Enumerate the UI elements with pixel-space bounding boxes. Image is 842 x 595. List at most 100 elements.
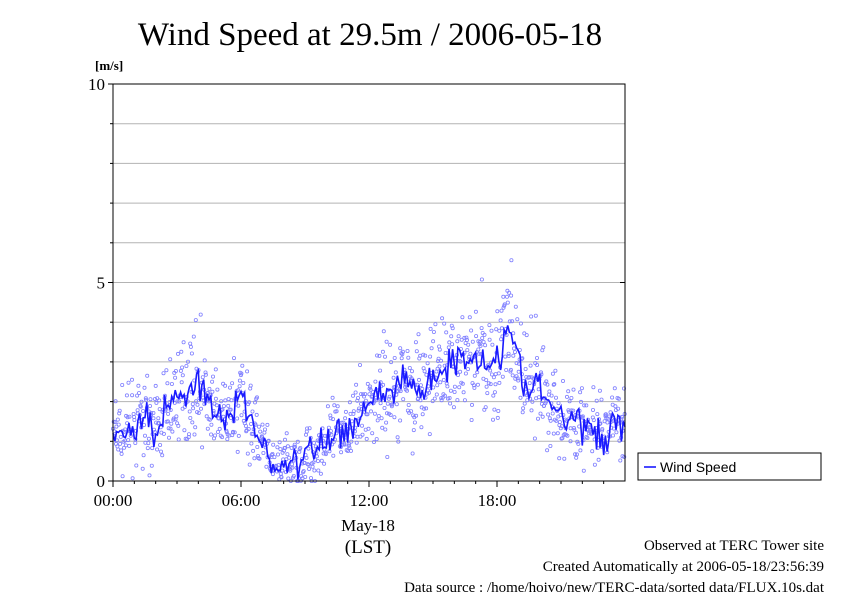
data-point — [457, 385, 462, 390]
data-point — [610, 395, 615, 400]
data-point — [460, 381, 465, 386]
data-point — [246, 426, 251, 431]
data-point — [118, 441, 123, 446]
data-point — [360, 432, 365, 437]
data-point — [448, 401, 453, 406]
data-point — [138, 404, 143, 409]
data-point — [422, 406, 427, 411]
data-point — [332, 403, 337, 408]
data-point — [262, 430, 267, 435]
data-point — [252, 456, 257, 461]
data-point — [363, 398, 368, 403]
data-point — [275, 445, 280, 450]
data-point — [243, 423, 248, 428]
data-point — [468, 351, 473, 356]
data-point — [554, 418, 559, 423]
data-point — [193, 425, 198, 430]
data-point — [603, 412, 608, 417]
data-point — [311, 440, 316, 445]
data-point — [231, 356, 236, 361]
data-point — [257, 456, 262, 461]
data-point — [574, 455, 579, 460]
data-point — [154, 400, 159, 405]
data-point — [365, 412, 370, 417]
data-point — [608, 410, 613, 415]
data-point — [572, 427, 577, 432]
data-point — [571, 387, 576, 392]
data-point — [438, 358, 443, 363]
data-point — [298, 445, 303, 450]
data-point — [605, 420, 610, 425]
data-point — [433, 322, 438, 327]
data-point — [140, 466, 145, 471]
data-point — [447, 340, 452, 345]
data-point — [146, 441, 151, 446]
y-tick-label: 0 — [97, 472, 106, 491]
data-point — [270, 451, 275, 456]
data-point — [161, 371, 166, 376]
data-point — [151, 410, 156, 415]
data-point — [555, 431, 560, 436]
data-point — [239, 413, 244, 418]
data-point — [176, 423, 181, 428]
data-point — [374, 437, 379, 442]
data-point — [469, 402, 474, 407]
data-point — [357, 362, 362, 367]
data-point — [472, 373, 477, 378]
data-point — [505, 300, 510, 305]
data-point — [152, 396, 157, 401]
data-point — [343, 409, 348, 414]
data-point — [295, 439, 300, 444]
data-point — [580, 414, 585, 419]
y-axis-unit-label: [m/s] — [95, 58, 123, 73]
data-point — [400, 349, 405, 354]
y-tick-label: 5 — [97, 274, 106, 293]
data-point — [173, 368, 178, 373]
data-point — [398, 346, 403, 351]
data-point — [315, 459, 320, 464]
data-point — [423, 353, 428, 358]
data-point — [282, 437, 287, 442]
data-point — [513, 304, 518, 309]
data-point — [292, 444, 297, 449]
data-point — [232, 430, 237, 435]
data-point — [418, 398, 423, 403]
data-point — [458, 359, 463, 364]
data-point — [198, 406, 203, 411]
data-point — [223, 398, 228, 403]
data-point — [489, 328, 494, 333]
data-point — [497, 328, 502, 333]
data-point — [191, 334, 196, 339]
data-point — [291, 473, 296, 478]
data-point — [461, 390, 466, 395]
data-point — [175, 399, 180, 404]
data-point — [272, 455, 277, 460]
data-point — [326, 425, 331, 430]
data-point — [499, 308, 504, 313]
data-point — [567, 399, 572, 404]
data-point — [365, 381, 370, 386]
data-point — [278, 447, 283, 452]
data-point — [364, 436, 369, 441]
data-point — [158, 442, 163, 447]
x-axis-date-label: May-18 — [341, 516, 395, 535]
data-point — [367, 392, 372, 397]
data-point — [384, 411, 389, 416]
data-point — [166, 426, 171, 431]
data-point — [343, 416, 348, 421]
data-point — [124, 393, 129, 398]
data-point — [532, 436, 537, 441]
data-point — [536, 387, 541, 392]
data-point — [562, 456, 567, 461]
data-point — [239, 371, 244, 376]
data-point — [450, 326, 455, 331]
data-point — [310, 464, 315, 469]
data-point — [383, 427, 388, 432]
data-point — [466, 354, 471, 359]
data-point — [487, 323, 492, 328]
data-point — [483, 405, 488, 410]
data-point — [535, 362, 540, 367]
data-point — [284, 431, 289, 436]
data-point — [435, 366, 440, 371]
data-point — [181, 340, 186, 345]
